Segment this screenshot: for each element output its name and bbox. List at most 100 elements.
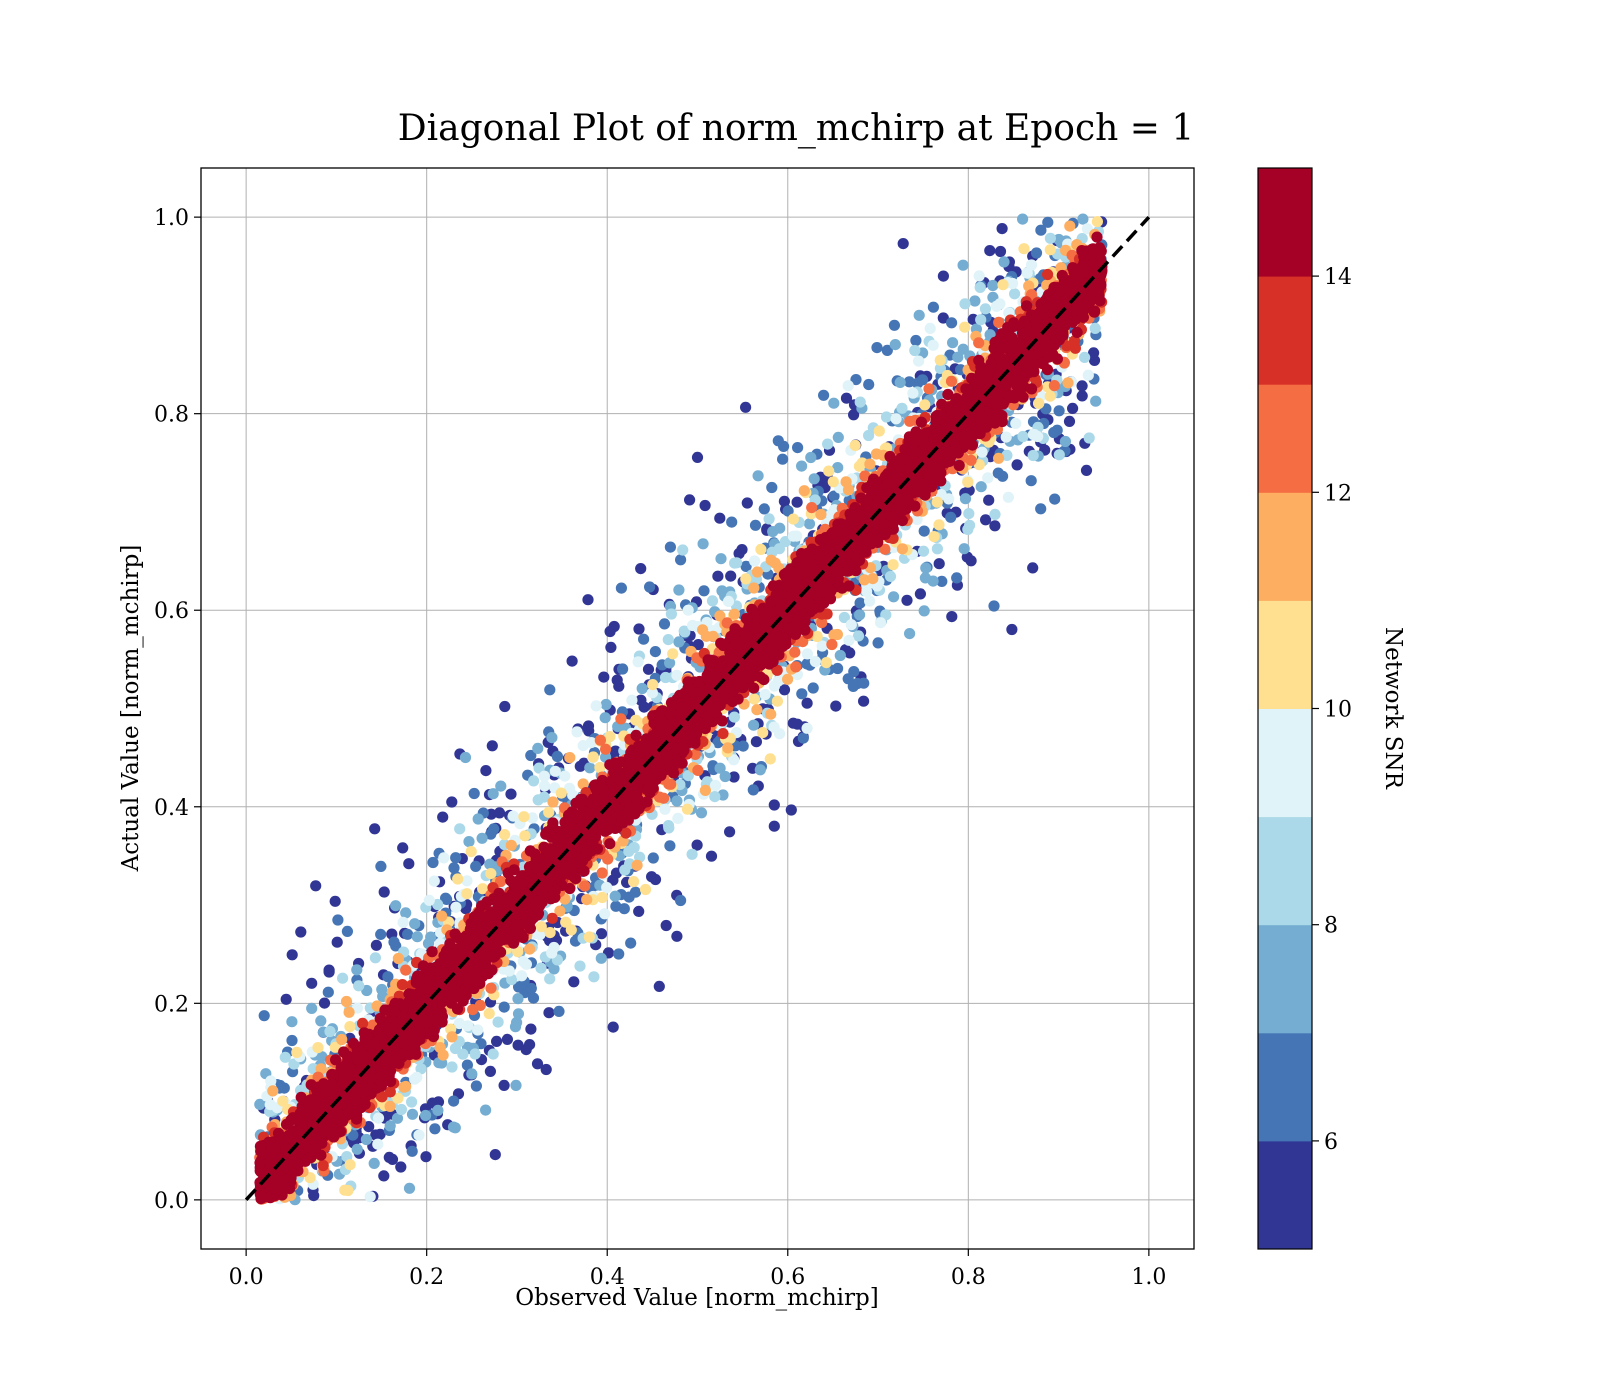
data-point [973,459,985,471]
data-point [724,826,736,838]
data-point [751,704,763,716]
data-point [982,472,994,484]
data-point [740,401,752,413]
data-point [323,966,335,978]
data-point [914,588,927,600]
data-point [822,438,834,450]
data-point [721,617,733,629]
data-point [842,484,855,496]
data-point [975,314,987,326]
data-point [448,862,460,874]
data-point [623,845,635,858]
data-point [448,1095,460,1107]
data-point [1042,216,1054,228]
data-point [540,1063,552,1076]
data-point [1049,493,1061,505]
data-point [607,874,619,886]
data-point [901,594,913,606]
data-point [763,513,775,525]
data-point [512,993,524,1005]
data-point [485,868,497,880]
data-point [778,684,791,696]
data-point [461,1059,473,1071]
data-point [1076,390,1088,402]
data-point [820,657,833,669]
data-point [317,1159,329,1172]
data-point [1089,322,1101,334]
data-point [728,608,741,620]
data-point [801,722,813,734]
data-point [959,493,972,505]
data-point [764,753,776,765]
data-point [979,303,992,315]
data-point [673,584,685,596]
data-point [728,754,740,766]
data-point [1027,562,1039,574]
data-point [963,507,975,520]
data-point [931,543,944,555]
data-point [411,1071,423,1083]
data-point [286,1016,298,1028]
data-point [308,1190,320,1202]
data-point [881,344,893,356]
data-point [945,511,957,523]
data-point [372,1138,384,1150]
data-point [880,411,893,423]
data-point [633,623,645,635]
data-point [807,682,819,694]
data-point [684,494,696,506]
data-point [331,936,343,948]
data-point [436,910,448,922]
data-point [840,392,853,404]
data-point [526,812,539,824]
data-point [974,281,986,293]
data-point [382,971,394,983]
data-point [312,1042,324,1054]
data-point [990,300,1003,312]
data-point [625,937,637,949]
data-point [583,931,595,943]
data-point [927,339,939,351]
data-point [376,983,388,996]
data-point [626,694,638,706]
data-point [505,788,517,800]
data-point [344,1159,356,1171]
data-point [797,732,809,744]
data-point [1033,397,1045,409]
data-point [344,1021,356,1033]
data-point [726,516,738,528]
chart-title: Diagonal Plot of norm_mchirp at Epoch = … [398,108,1195,149]
data-point [512,1039,524,1051]
data-point [585,737,597,749]
data-point [1044,232,1056,244]
data-point [671,930,683,942]
data-point [965,555,977,567]
data-point [601,881,613,894]
data-point [872,637,884,649]
data-point [699,784,712,797]
data-point [351,1002,363,1014]
data-point [1035,224,1047,236]
data-point [679,626,691,638]
data-point [310,880,322,892]
data-point [610,900,622,912]
data-point [689,748,701,761]
data-point [347,1129,359,1141]
data-point [791,530,803,542]
data-point [611,674,623,686]
data-point [372,1112,385,1124]
data-point [1017,213,1029,225]
data-point [329,895,341,907]
data-point [568,976,580,988]
data-point [615,582,628,594]
data-point [675,554,687,566]
data-point [498,1001,510,1013]
data-point [959,321,971,333]
data-point [917,545,930,557]
data-point [725,570,737,582]
data-point [664,541,677,553]
data-point [749,555,761,567]
data-point [397,916,409,929]
data-point [722,742,734,754]
data-point [1059,435,1071,448]
